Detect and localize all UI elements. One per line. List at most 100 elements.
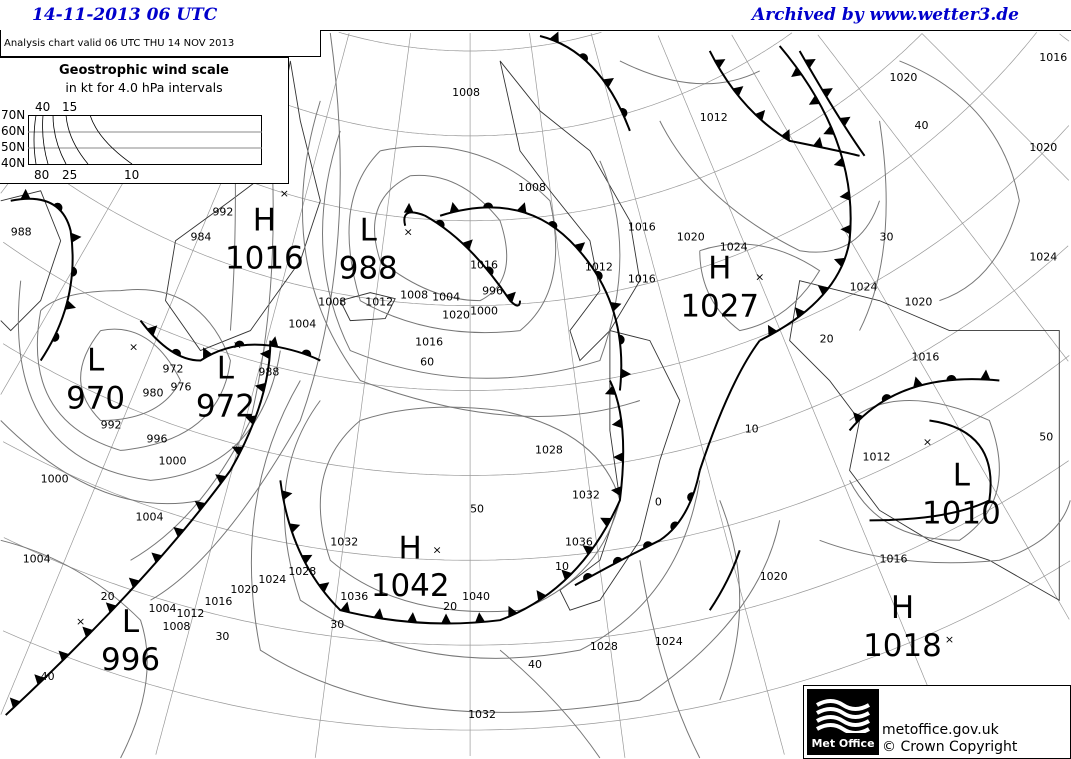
warm-front-semicircle <box>619 334 625 345</box>
center-type: L <box>360 213 378 249</box>
latitude-label: 0 <box>655 495 662 508</box>
cold-front-triangle <box>82 626 93 638</box>
cold-front-triangle <box>20 188 31 199</box>
isobar <box>374 174 508 302</box>
center-cross-icon: × <box>923 435 932 448</box>
meridian <box>529 33 626 758</box>
warm-front-semicircle <box>670 521 679 531</box>
cold-front-triangle <box>840 224 851 235</box>
cold-front-triangle <box>34 674 45 685</box>
cold-front-triangle <box>600 517 612 527</box>
isobar-label: 1004 <box>432 291 460 304</box>
cold-front-triangle <box>105 602 117 613</box>
speed-label: 80 <box>34 168 50 182</box>
center-cross-icon: × <box>233 339 242 352</box>
cold-front-triangle <box>620 368 632 379</box>
cold-front-triangle <box>794 307 806 319</box>
front-line <box>439 206 623 391</box>
met-office-logo-box: Met Office metoffice.gov.uk © Crown Copy… <box>803 685 1071 759</box>
isobar-label: 1028 <box>535 443 563 456</box>
logo-brand: Met Office <box>811 737 875 750</box>
cold-front-triangle <box>732 86 744 97</box>
isobar <box>859 120 887 331</box>
isobar <box>348 145 557 334</box>
front-line <box>279 380 625 625</box>
isobar <box>899 60 1020 302</box>
archive-credit: Archived by www.wetter3.de <box>752 5 1019 25</box>
cold-front-triangle <box>536 590 547 602</box>
latitude-label: 40 <box>41 670 55 683</box>
isobar <box>17 280 281 481</box>
cold-front-triangle <box>9 697 21 709</box>
front-line <box>698 339 761 471</box>
metoffice-url[interactable]: metoffice.gov.uk <box>882 722 999 738</box>
pressure-centers: H1016×L988×L970×L972×H1027×H1042×L996×L1… <box>66 187 1001 678</box>
isobar <box>0 420 201 505</box>
isobar-label: 1036 <box>340 590 368 603</box>
isobar <box>302 100 641 417</box>
center-pressure: 970 <box>66 380 125 416</box>
front-line <box>869 419 992 522</box>
cold-front-triangle <box>215 474 227 485</box>
latitude-label: 60 <box>420 356 434 369</box>
isobar-label: 1012 <box>700 111 728 124</box>
coastline <box>339 292 396 322</box>
speed-label: 40 <box>35 100 51 114</box>
isobar <box>0 539 148 759</box>
isobar <box>699 243 821 332</box>
warm-front-semicircle <box>595 271 603 281</box>
warm-front-semicircle <box>52 332 60 342</box>
center-pressure: 1016 <box>225 241 304 277</box>
latitude-label: 50 <box>1039 430 1053 443</box>
cold-front-triangle <box>301 554 313 564</box>
latitude-label: 10 <box>745 422 759 435</box>
cold-front-triangle <box>808 95 821 105</box>
cold-front-triangle <box>804 58 816 69</box>
cold-front-triangle <box>407 612 418 623</box>
cold-front-triangle <box>259 349 271 360</box>
cold-front-triangle <box>462 239 473 250</box>
isobar-label: 1020 <box>230 583 258 596</box>
cold-front-triangle <box>611 486 622 497</box>
isobar-label: 1000 <box>41 472 69 485</box>
isobar-label: 1008 <box>452 86 480 99</box>
isobar-label: 1032 <box>572 488 600 501</box>
isobar-label: 1016 <box>880 552 908 565</box>
latitude-label: 40 <box>914 119 928 132</box>
isobar <box>849 400 1000 541</box>
warm-front-semicircle <box>620 108 628 118</box>
isobar-label: 1020 <box>677 231 705 244</box>
cold-front-triangle <box>146 325 158 336</box>
isobar-label: 1024 <box>655 635 683 648</box>
cold-front-triangle <box>582 545 594 556</box>
isobar-label: 996 <box>482 285 503 298</box>
warm-front-semicircle <box>54 202 63 212</box>
cold-front-triangle <box>281 490 293 501</box>
isobar <box>80 328 182 421</box>
center-type: H <box>891 590 914 626</box>
cold-front-triangle <box>780 129 790 141</box>
center-pressure: 988 <box>339 251 398 287</box>
isobar-label: 980 <box>143 386 164 399</box>
meridian <box>314 33 412 758</box>
isobar <box>319 406 621 613</box>
copyright: © Crown Copyright <box>882 739 1018 755</box>
cold-front-triangle <box>767 324 778 337</box>
cold-front-triangle <box>475 612 485 623</box>
cold-front-triangle <box>151 552 163 563</box>
cold-front-triangle <box>561 569 573 581</box>
isobar-label: 972 <box>163 363 184 376</box>
center-cross-icon: × <box>404 226 413 239</box>
isobar-label: 984 <box>190 231 211 244</box>
latitude-label: 50 <box>470 502 484 515</box>
wind-scale-title: Geostrophic wind scale <box>58 63 229 78</box>
isobar-label: 988 <box>11 226 32 239</box>
cold-front-triangle <box>58 650 70 662</box>
isobar <box>322 130 621 379</box>
